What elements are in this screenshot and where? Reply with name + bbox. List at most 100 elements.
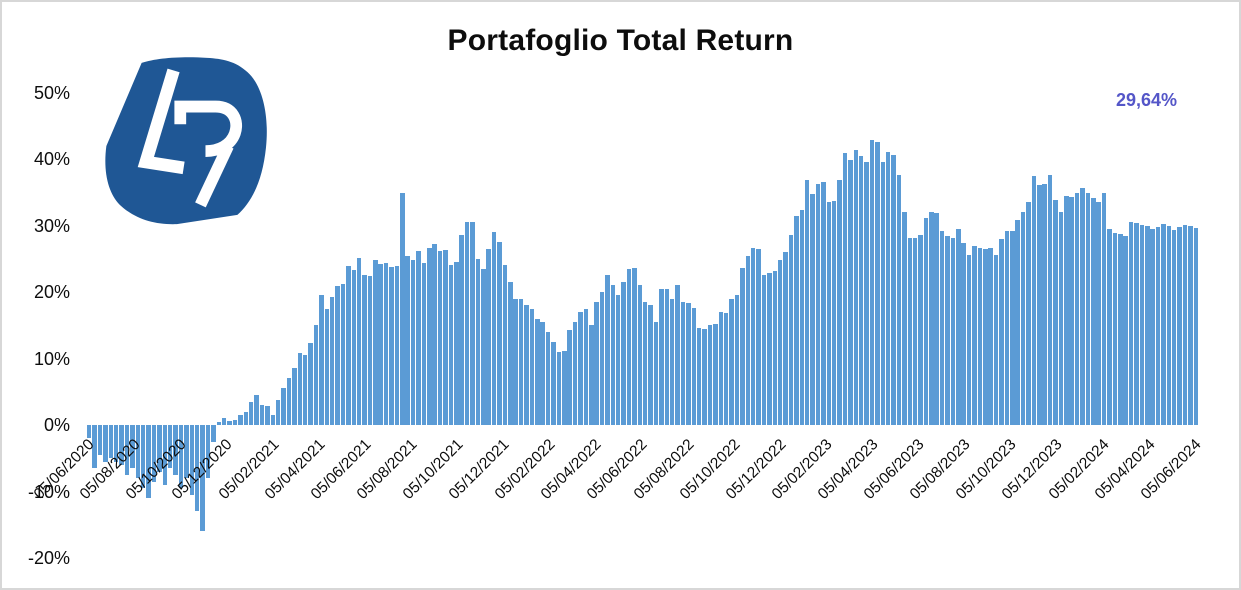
bar: [1031, 176, 1037, 425]
bar: [146, 425, 151, 499]
bar: [297, 353, 302, 425]
bar: [1128, 221, 1134, 425]
bar: [756, 249, 761, 425]
bar: [432, 244, 437, 425]
bar: [286, 378, 292, 425]
bar: [578, 311, 583, 425]
bar: [794, 216, 799, 425]
bar: [400, 192, 405, 425]
bar: [135, 425, 141, 479]
bar: [459, 235, 464, 425]
bar: [972, 246, 977, 425]
bar: [178, 425, 184, 489]
bar: [777, 260, 783, 425]
bar: [648, 305, 653, 425]
bar: [745, 256, 751, 425]
bar: [275, 399, 281, 425]
bar: [853, 149, 858, 425]
bar: [783, 252, 788, 425]
bar: [313, 325, 319, 425]
bar: [896, 174, 902, 425]
bar: [961, 242, 966, 425]
bar: [362, 274, 367, 425]
bar: [540, 321, 545, 425]
bar: [319, 295, 324, 425]
bar: [529, 308, 535, 425]
bar: [1150, 228, 1155, 425]
bar: [1101, 192, 1107, 425]
bar: [988, 248, 993, 425]
y-tick-label: 40%: [33, 149, 70, 169]
bar: [718, 311, 724, 425]
bar: [1118, 234, 1123, 425]
bar: [610, 285, 616, 425]
bar: [378, 264, 383, 425]
bar: [589, 325, 594, 425]
y-tick-label: 20%: [33, 282, 70, 302]
y-tick-label: -20%: [27, 548, 70, 568]
bar: [637, 285, 643, 425]
lr-logo-icon: [105, 57, 267, 225]
bar: [621, 282, 626, 425]
bar: [243, 411, 249, 425]
bar: [254, 395, 259, 425]
page-title: Portafoglio Total Return: [447, 24, 794, 57]
bar: [232, 419, 238, 425]
bar: [1010, 231, 1015, 425]
bar: [723, 313, 729, 425]
bar: [221, 418, 227, 425]
bar: [562, 350, 567, 425]
bar: [929, 211, 934, 425]
bar: [140, 425, 146, 489]
bar: [211, 425, 216, 442]
bar: [1085, 192, 1091, 425]
bar: [713, 323, 718, 425]
bar: [826, 201, 832, 425]
bar: [189, 425, 195, 495]
bar: [1107, 229, 1112, 425]
bar: [702, 328, 707, 425]
bar: [427, 248, 432, 425]
bar: [945, 236, 950, 425]
bar: [1074, 192, 1080, 425]
bar-series: [87, 92, 1199, 558]
bar: [238, 415, 243, 425]
bar: [518, 298, 524, 425]
bar: [167, 425, 173, 469]
bar: [1177, 226, 1182, 425]
y-tick-label: 10%: [33, 348, 70, 369]
bar: [848, 159, 853, 425]
bar: [885, 151, 891, 425]
bar: [464, 222, 470, 425]
bar: [599, 292, 605, 425]
bar: [1139, 224, 1145, 425]
bar: [502, 265, 508, 425]
bar: [394, 266, 400, 425]
bar: [729, 298, 734, 425]
y-tick-label: 0%: [43, 415, 70, 435]
bar: [696, 327, 702, 425]
bar: [1069, 196, 1074, 425]
bar: [292, 368, 297, 425]
bar: [270, 415, 276, 425]
bar: [205, 425, 211, 479]
y-tick-label: 30%: [33, 215, 70, 236]
bar: [551, 341, 556, 425]
bar: [443, 250, 448, 425]
bar: [486, 248, 491, 425]
bar: [1096, 201, 1101, 425]
bar: [864, 161, 869, 425]
bar: [1172, 230, 1177, 425]
bar: [810, 193, 815, 425]
bar: [1155, 226, 1161, 425]
y-tick-label: 50%: [33, 82, 70, 103]
bar: [572, 321, 578, 425]
bar: [788, 234, 794, 425]
bar: [632, 268, 637, 425]
bar: [1064, 196, 1069, 425]
bar: [545, 331, 551, 425]
bar: [173, 425, 178, 475]
bar: [993, 254, 999, 425]
bar: [1047, 174, 1053, 425]
bar: [750, 248, 756, 425]
